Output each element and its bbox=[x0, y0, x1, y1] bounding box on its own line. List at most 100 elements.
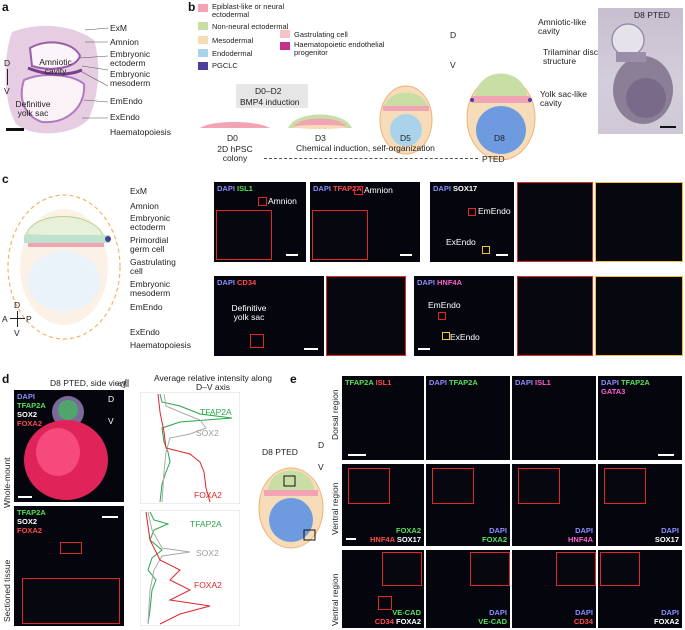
e-row2-panel3: DAPI HNF4A bbox=[512, 464, 596, 546]
panel-c-axis-cross-v bbox=[17, 311, 18, 327]
inset-sox17-red bbox=[517, 182, 593, 262]
sectioned-image: TFAP2A SOX2 FOXA2 bbox=[14, 506, 124, 626]
induction-box bbox=[236, 84, 308, 108]
ch: DAPI SOX17 bbox=[654, 526, 679, 544]
roi-box-yellow bbox=[442, 332, 450, 340]
legend-swatch-gastrulating bbox=[280, 30, 290, 38]
panel-c-axis-a: A bbox=[2, 314, 8, 324]
scalebar bbox=[304, 348, 318, 350]
stage-d8: D8 bbox=[494, 133, 505, 143]
ch: FOXA2 HNF4A SOX17 bbox=[369, 526, 421, 544]
inset bbox=[348, 468, 390, 504]
roi-box bbox=[258, 197, 267, 206]
legend-swatch-haematopoietic bbox=[280, 42, 290, 50]
ch: DAPI ISL1 bbox=[515, 378, 551, 387]
inset bbox=[518, 468, 560, 504]
panel-a-d: D bbox=[4, 58, 11, 68]
e-row3-panel3: DAPI CD34 bbox=[512, 550, 596, 628]
legend-swatch-endodermal bbox=[198, 49, 208, 57]
scalebar bbox=[400, 254, 412, 256]
wholemount-image: DAPI TFAP2A SOX2 FOXA2 D V bbox=[14, 390, 124, 502]
region-ventral-2: Ventral region bbox=[330, 573, 340, 626]
e-row2-panel2: DAPI FOXA2 bbox=[426, 464, 510, 546]
wholemount-d: D bbox=[108, 394, 115, 404]
ch-dapi: DAPI CD34 bbox=[217, 278, 257, 287]
stage-schematics bbox=[200, 73, 536, 160]
panel-a-scalebar bbox=[6, 128, 24, 131]
roi-box bbox=[354, 186, 363, 195]
legend-swatch-pgclc bbox=[198, 62, 208, 70]
trilaminar-label: Trilaminar disc-like structure bbox=[543, 47, 614, 66]
inset-isl1 bbox=[216, 210, 272, 260]
profile-title: Average relative intensity along D–V axi… bbox=[154, 373, 272, 392]
ch-list-whole: DAPI TFAP2A SOX2 FOXA2 bbox=[17, 392, 46, 428]
ch-dapi: DAPI SOX17 bbox=[433, 184, 478, 193]
ch: DAPI FOXA2 bbox=[653, 608, 679, 626]
pted-photo-title: D8 PTED bbox=[634, 10, 670, 20]
roi-box-yellow bbox=[482, 246, 490, 254]
panel-a-dv-arrow bbox=[7, 69, 8, 85]
region-yolk: Definitive yolk sac bbox=[231, 303, 267, 322]
panel-a-v: V bbox=[4, 86, 10, 96]
inset-sectioned bbox=[22, 578, 120, 624]
trace-tfap2a bbox=[159, 393, 233, 503]
legend-swatch-nonneural bbox=[198, 22, 208, 30]
micrograph-tfap2a: DAPI TFAP2A Amnion bbox=[310, 182, 420, 262]
region-ventral-1: Ventral region bbox=[330, 482, 340, 535]
panel-a-label-exendo: ExEndo bbox=[110, 112, 140, 122]
region-amnion: Amnion bbox=[268, 196, 297, 206]
ch: DAPI TFAP2A bbox=[429, 378, 478, 387]
panel-a-label-exm: ExM bbox=[110, 23, 127, 33]
micrograph-isl1: DAPI ISL1 Amnion bbox=[214, 182, 306, 262]
stage-d0: D0 bbox=[227, 133, 238, 143]
trace-label-tfap2a-2: TFAP2A bbox=[190, 519, 222, 529]
roi-box bbox=[60, 542, 82, 554]
histology-section-image bbox=[5, 25, 99, 134]
stage-d5: D5 bbox=[400, 133, 411, 143]
inset bbox=[470, 552, 510, 586]
ch: DAPI FOXA2 bbox=[481, 526, 507, 544]
panel-c-label-amnion: Amnion bbox=[130, 201, 159, 211]
inset bbox=[556, 552, 596, 586]
panel-d-title: D8 PTED, side view bbox=[50, 378, 126, 388]
timeline-label: Chemical induction, self-organization bbox=[296, 143, 435, 153]
e-row3-panel1: VE-CAD CD34 FOXA2 bbox=[342, 550, 424, 628]
scalebar bbox=[102, 516, 118, 518]
sectioned-label: Sectioned tissue bbox=[2, 559, 12, 622]
ch-dapi: DAPI HNF4A bbox=[417, 278, 463, 287]
e-row2-panel4: DAPI SOX17 bbox=[598, 464, 682, 546]
e-row3-panel4: DAPI FOXA2 bbox=[598, 550, 682, 628]
timeline-pted: PTED bbox=[482, 154, 505, 164]
panel-label-a: a bbox=[2, 0, 9, 14]
e-row3-panel2: DAPI VE-CAD bbox=[426, 550, 510, 628]
trace-label-sox2-2: SOX2 bbox=[196, 548, 219, 558]
legend-epiblast: Epiblast-like or neural ectodermal bbox=[212, 2, 285, 19]
roi-box bbox=[468, 208, 476, 216]
whole-mount-label: Whole-mount bbox=[2, 457, 12, 508]
panel-a-label-ectoderm: Embryonic ectoderm bbox=[110, 49, 151, 68]
panel-b-d8-v: V bbox=[450, 60, 456, 70]
panel-e-d: D bbox=[318, 440, 325, 450]
induction-text: BMP4 induction bbox=[240, 97, 300, 107]
panel-e-schematic bbox=[258, 467, 324, 549]
colony-label: 2D hPSC colony bbox=[217, 144, 253, 163]
ch-dapi: DAPI TFAP2A bbox=[313, 184, 362, 193]
e-row1-panel4: DAPI TFAP2A GATA3 bbox=[598, 376, 682, 460]
roi-box bbox=[378, 596, 392, 610]
scalebar bbox=[346, 538, 356, 540]
camera-view-icon: ◁⦀ bbox=[117, 379, 130, 390]
trace-label-foxa2: FOXA2 bbox=[194, 490, 222, 500]
panel-c-label-mesoderm: Embryonic mesoderm bbox=[130, 279, 171, 298]
e-row1-panel3: DAPI ISL1 bbox=[512, 376, 596, 460]
timeline-arrow bbox=[264, 158, 478, 159]
inset-cd34 bbox=[326, 276, 406, 356]
panel-c-axis-v: V bbox=[14, 328, 20, 338]
ch-list-section: TFAP2A SOX2 FOXA2 bbox=[17, 508, 46, 535]
roi-box bbox=[438, 312, 446, 320]
amniotic-like-label: Amniotic-like cavity bbox=[538, 17, 587, 36]
panel-c-label-exm: ExM bbox=[130, 186, 147, 196]
micrograph-hnf4a: DAPI HNF4A EmEndo ExEndo bbox=[414, 276, 514, 356]
ch: DAPI CD34 bbox=[573, 608, 593, 626]
inset bbox=[432, 468, 474, 504]
yolk-like-label: Yolk sac-like cavity bbox=[540, 89, 587, 108]
